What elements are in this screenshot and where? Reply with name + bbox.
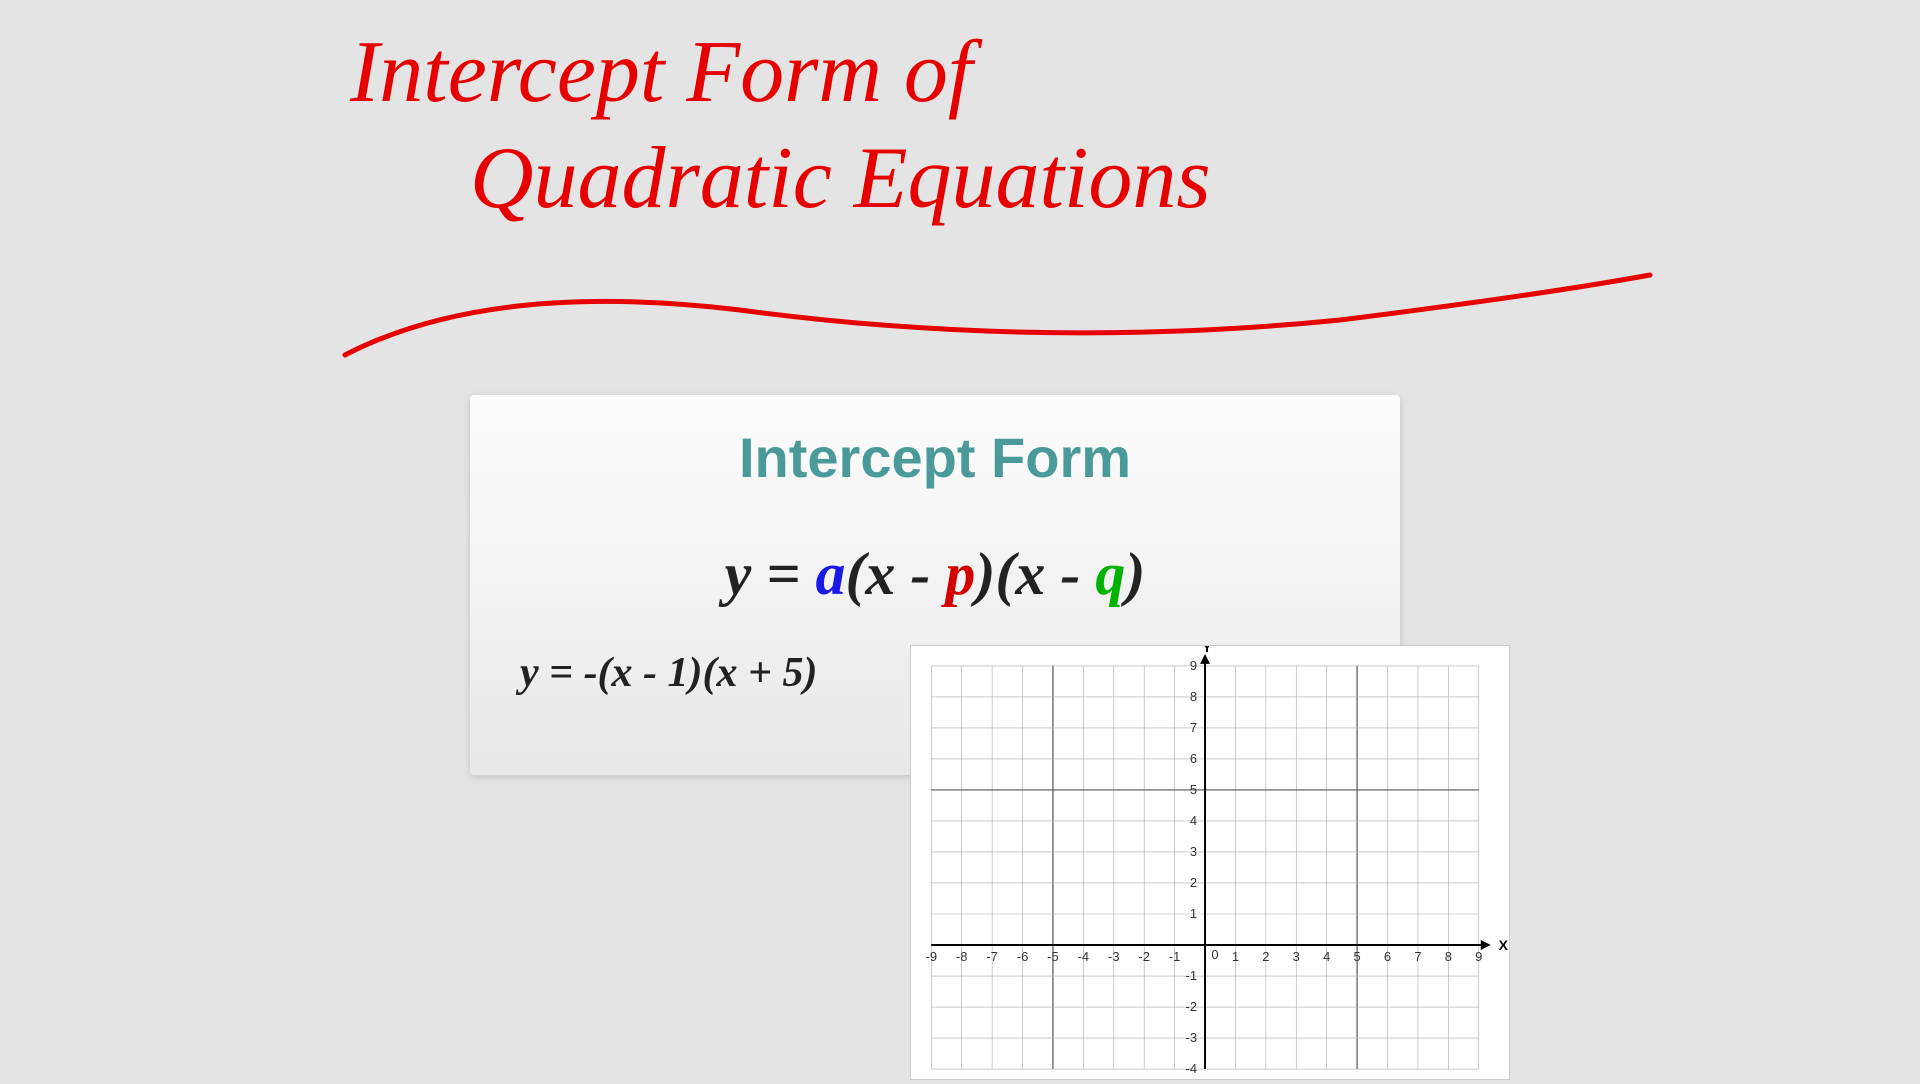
svg-text:8: 8 (1445, 949, 1452, 964)
svg-text:3: 3 (1293, 949, 1300, 964)
card-heading: Intercept Form (510, 425, 1360, 490)
formula-mid1: (x - (845, 541, 945, 607)
svg-text:5: 5 (1353, 949, 1360, 964)
svg-text:X: X (1499, 937, 1509, 953)
svg-text:-4: -4 (1078, 949, 1090, 964)
svg-text:-8: -8 (956, 949, 968, 964)
svg-text:-2: -2 (1138, 949, 1150, 964)
svg-text:2: 2 (1262, 949, 1269, 964)
svg-text:1: 1 (1190, 906, 1197, 921)
svg-text:7: 7 (1190, 720, 1197, 735)
svg-text:-3: -3 (1186, 1030, 1198, 1045)
svg-text:8: 8 (1190, 689, 1197, 704)
svg-text:-9: -9 (926, 949, 938, 964)
formula-suffix: ) (1125, 541, 1145, 607)
svg-text:Y: Y (1202, 646, 1212, 655)
handwritten-title: Intercept Form of Quadratic Equations (350, 20, 1211, 231)
svg-text:-5: -5 (1047, 949, 1059, 964)
underline-swoosh (340, 270, 1660, 370)
svg-text:6: 6 (1384, 949, 1391, 964)
svg-text:-1: -1 (1169, 949, 1181, 964)
svg-text:-3: -3 (1108, 949, 1120, 964)
formula-var-q: q (1095, 541, 1125, 607)
svg-text:-6: -6 (1017, 949, 1029, 964)
title-line2: Quadratic Equations (350, 126, 1211, 232)
svg-text:-2: -2 (1186, 999, 1198, 1014)
svg-text:-1: -1 (1186, 968, 1198, 983)
svg-text:9: 9 (1190, 658, 1197, 673)
svg-text:4: 4 (1190, 813, 1197, 828)
formula-mid2: )(x - (975, 541, 1095, 607)
formula-prefix: y = (725, 541, 816, 607)
formula-var-p: p (945, 541, 975, 607)
svg-text:3: 3 (1190, 844, 1197, 859)
svg-text:5: 5 (1190, 782, 1197, 797)
svg-text:9: 9 (1475, 949, 1482, 964)
coordinate-graph: -9-8-7-6-5-4-3-2-11234567890123456789-1-… (910, 645, 1510, 1080)
svg-text:-7: -7 (986, 949, 998, 964)
formula-var-a: a (815, 541, 845, 607)
svg-text:2: 2 (1190, 875, 1197, 890)
svg-text:4: 4 (1323, 949, 1330, 964)
svg-text:-4: -4 (1186, 1061, 1198, 1076)
svg-text:7: 7 (1414, 949, 1421, 964)
formula: y = a(x - p)(x - q) (510, 540, 1360, 609)
title-line1: Intercept Form of (350, 20, 1211, 126)
graph-svg: -9-8-7-6-5-4-3-2-11234567890123456789-1-… (911, 646, 1509, 1079)
svg-text:1: 1 (1232, 949, 1239, 964)
svg-text:0: 0 (1211, 947, 1218, 962)
svg-text:6: 6 (1190, 751, 1197, 766)
